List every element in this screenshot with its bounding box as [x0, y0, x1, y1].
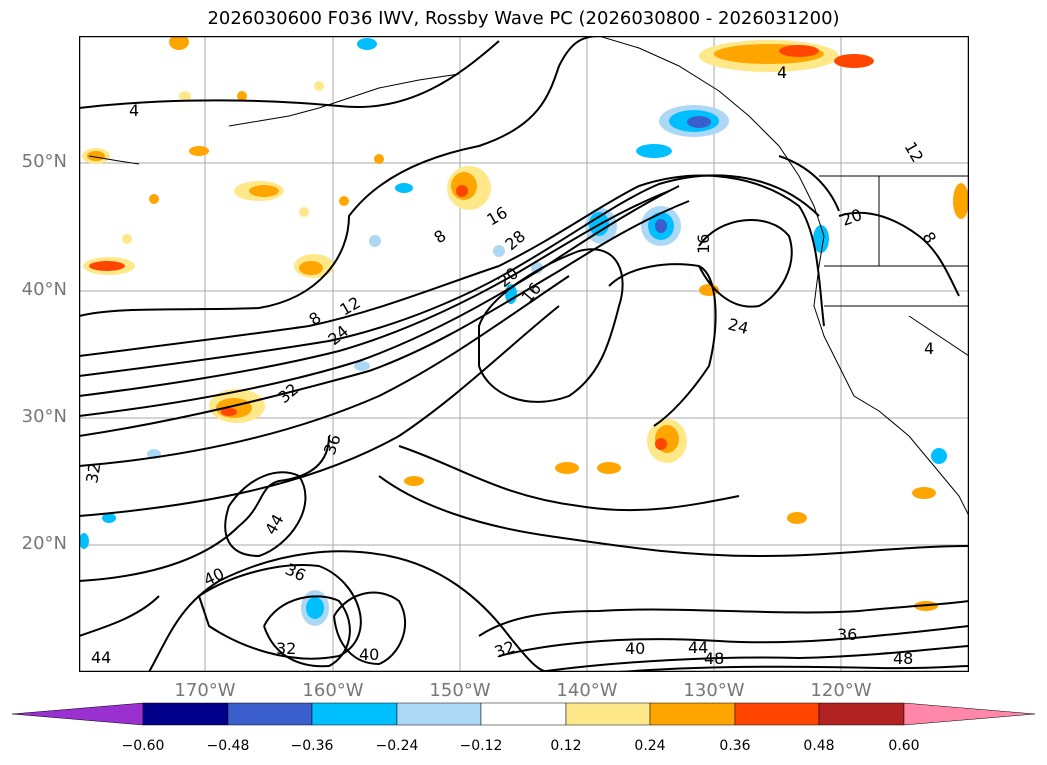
- lat-label-30n: 30°N: [21, 406, 67, 427]
- lat-label-20n: 20°N: [21, 533, 67, 554]
- lon-label-170w: 170°W: [174, 680, 236, 701]
- lon-label-160w: 160°W: [302, 680, 364, 701]
- contour-label: 36: [837, 625, 857, 644]
- colorbar-cell: [311, 702, 398, 726]
- map-border: [78, 35, 970, 673]
- map-title: 2026030600 F036 IWV, Rossby Wave PC (202…: [207, 8, 840, 29]
- colorbar-cell: [142, 702, 229, 726]
- contour-label: 48: [704, 649, 724, 668]
- contour-label: 40: [625, 639, 645, 658]
- contour-label: 4: [777, 63, 787, 82]
- colorbar-cell: [396, 702, 482, 726]
- colorbar-tick: −0.48: [206, 738, 250, 754]
- colorbar-tick: 0.60: [888, 738, 920, 754]
- contour-label: 44: [688, 638, 708, 657]
- colorbar-cell: [818, 702, 905, 726]
- lon-label-130w: 130°W: [683, 680, 745, 701]
- colorbar-tick: −0.24: [375, 738, 419, 754]
- lon-label-120w: 120°W: [810, 680, 872, 701]
- lon-label-140w: 140°W: [556, 680, 618, 701]
- colorbar-tick: 0.24: [634, 738, 666, 754]
- colorbar-cell: [903, 702, 1036, 726]
- map-panel: 4 8 8 12 12 16 16 16 20 20 24 24 28 32 3…: [78, 34, 970, 673]
- colorbar-tick: 0.36: [719, 738, 751, 754]
- colorbar-cell: [227, 702, 313, 726]
- iwv-contours: [78, 35, 970, 673]
- contour-label: 4: [129, 101, 139, 120]
- lon-label-150w: 150°W: [429, 680, 491, 701]
- colorbar-tick: −0.12: [459, 738, 503, 754]
- anomaly-shading: [79, 34, 969, 626]
- colorbar-tick: −0.60: [121, 738, 165, 754]
- colorbar-cell: [649, 702, 736, 726]
- contour-label: 40: [359, 645, 379, 664]
- map-canvas: 4 8 8 12 12 16 16 16 20 20 24 24 28 32 3…: [78, 34, 970, 673]
- contour-label: 16: [694, 234, 713, 254]
- colorbar-cell: [11, 702, 144, 726]
- colorbar-tick: 0.48: [803, 738, 835, 754]
- colorbar: [11, 702, 1036, 726]
- colorbar-tick: −0.36: [290, 738, 334, 754]
- colorbar-cell: [565, 702, 651, 726]
- contour-label: 24: [726, 315, 751, 339]
- contour-label: 44: [91, 648, 111, 667]
- contour-label: 48: [893, 649, 913, 668]
- colorbar-cell: [480, 702, 567, 726]
- colorbar-cell: [734, 702, 820, 726]
- contour-label: 4: [924, 339, 934, 358]
- lat-label-50n: 50°N: [21, 151, 67, 172]
- lat-label-40n: 40°N: [21, 279, 67, 300]
- contour-label: 32: [276, 639, 296, 658]
- contour-label: 32: [82, 461, 104, 484]
- colorbar-tick: 0.12: [550, 738, 582, 754]
